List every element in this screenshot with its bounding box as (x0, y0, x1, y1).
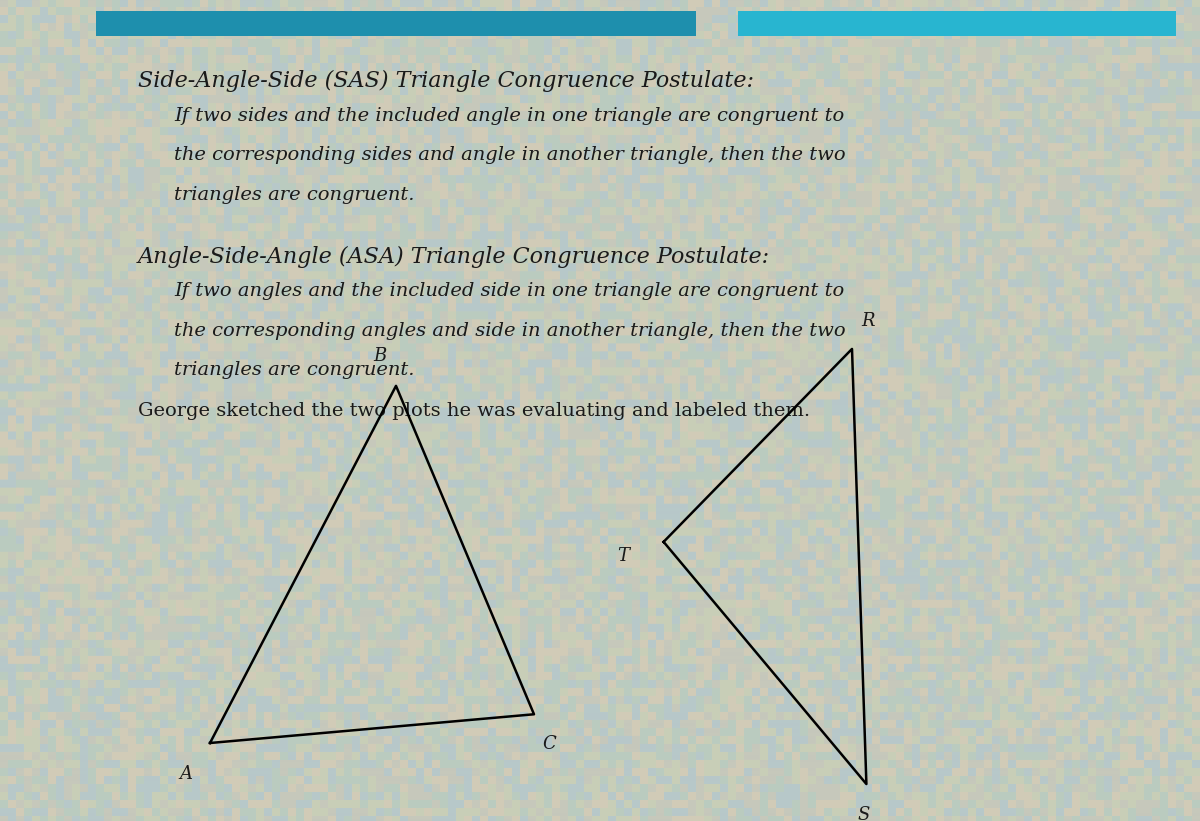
Text: triangles are congruent.: triangles are congruent. (174, 361, 414, 379)
Text: the corresponding sides and angle in another triangle, then the two: the corresponding sides and angle in ano… (174, 146, 846, 164)
FancyBboxPatch shape (96, 11, 696, 36)
Text: George sketched the two plots he was evaluating and labeled them.: George sketched the two plots he was eva… (138, 402, 810, 420)
Text: A: A (180, 765, 192, 783)
Text: Angle-Side-Angle (ASA) Triangle Congruence Postulate:: Angle-Side-Angle (ASA) Triangle Congruen… (138, 246, 770, 268)
Text: R: R (862, 312, 875, 330)
Text: If two angles and the included side in one triangle are congruent to: If two angles and the included side in o… (174, 282, 845, 300)
Text: Side-Angle-Side (SAS) Triangle Congruence Postulate:: Side-Angle-Side (SAS) Triangle Congruenc… (138, 70, 754, 92)
Text: C: C (542, 735, 556, 753)
Text: T: T (617, 547, 629, 565)
Text: triangles are congruent.: triangles are congruent. (174, 186, 414, 204)
Text: If two sides and the included angle in one triangle are congruent to: If two sides and the included angle in o… (174, 107, 845, 125)
Text: the corresponding angles and side in another triangle, then the two: the corresponding angles and side in ano… (174, 322, 846, 340)
FancyBboxPatch shape (738, 11, 1176, 36)
Text: B: B (373, 347, 388, 365)
Text: S: S (858, 806, 870, 821)
